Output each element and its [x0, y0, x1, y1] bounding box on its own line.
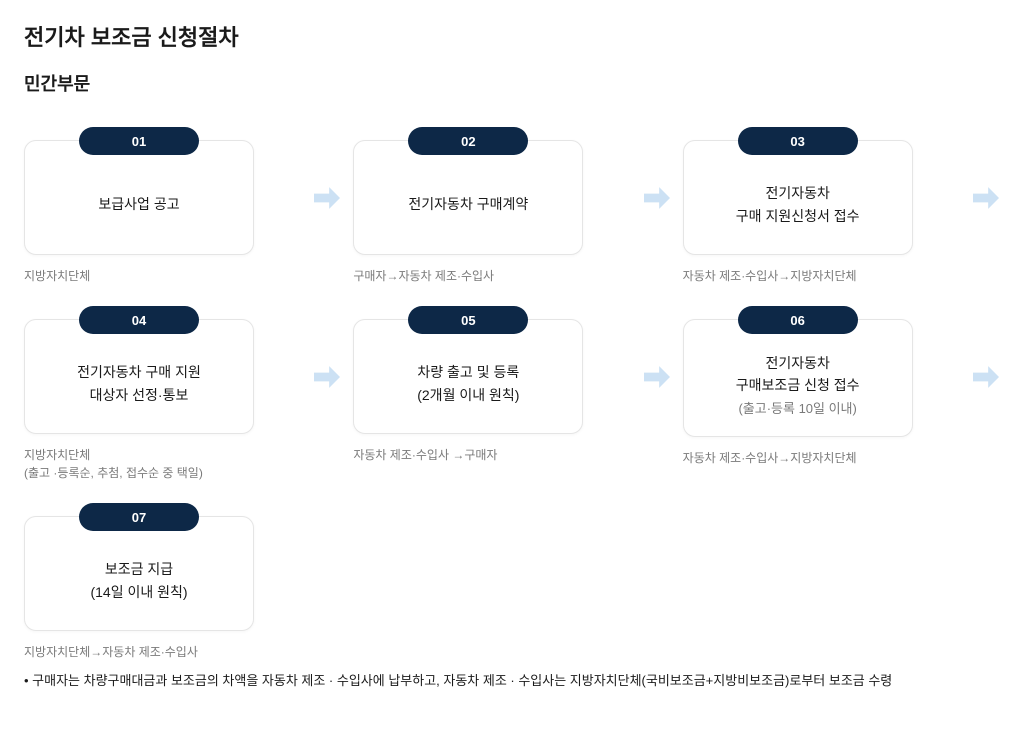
step-actor: 지방자치단체 [24, 267, 90, 285]
step-04: 04 전기자동차 구매 지원대상자 선정·통보 지방자치단체 (출고 ·등록순,… [24, 305, 301, 482]
step-card: 05 차량 출고 및 등록(2개월 이내 원칙) [353, 319, 583, 434]
step-text: 전기자동차 구매계약 [408, 193, 528, 215]
step-badge: 07 [79, 503, 199, 531]
step-02: 02 전기자동차 구매계약 구매자→자동차 제조·수입사 [353, 126, 630, 285]
arrow-right-icon [643, 140, 671, 255]
step-text: 보조금 지급(14일 이내 원칙) [90, 558, 187, 603]
step-card: 04 전기자동차 구매 지원대상자 선정·통보 [24, 319, 254, 434]
step-03: 03 전기자동차구매 지원신청서 접수 자동차 제조·수입사→지방자치단체 [683, 126, 960, 285]
step-badge: 06 [738, 306, 858, 334]
step-badge: 01 [79, 127, 199, 155]
step-actor: 자동차 제조·수입사→지방자치단체 [683, 267, 857, 285]
step-text: 보급사업 공고 [98, 193, 179, 215]
step-badge: 05 [408, 306, 528, 334]
step-badge: 03 [738, 127, 858, 155]
arrow-right-icon [313, 319, 341, 434]
step-card: 02 전기자동차 구매계약 [353, 140, 583, 255]
step-actor: 구매자→자동차 제조·수입사 [353, 267, 494, 285]
section-title: 민간부문 [24, 70, 1000, 96]
step-card: 01 보급사업 공고 [24, 140, 254, 255]
step-actor: 자동차 제조·수입사 →구매자 [353, 446, 497, 464]
step-text: 차량 출고 및 등록(2개월 이내 원칙) [417, 361, 519, 406]
steps-grid: 01 보급사업 공고 지방자치단체 02 전기자동차 구매계약 구매자→자동차 … [24, 126, 1000, 661]
step-text: 전기자동차구매보조금 신청 접수 [736, 352, 860, 397]
step-card: 07 보조금 지급(14일 이내 원칙) [24, 516, 254, 631]
step-badge: 04 [79, 306, 199, 334]
arrow-right-icon [972, 140, 1000, 255]
step-text: 전기자동차구매 지원신청서 접수 [736, 182, 860, 227]
footnote: 구매자는 차량구매대금과 보조금의 차액을 자동차 제조 · 수입사에 납부하고… [24, 671, 1000, 692]
step-card: 03 전기자동차구매 지원신청서 접수 [683, 140, 913, 255]
step-subtext: (출고·등록 10일 이내) [738, 399, 856, 419]
arrow-right-icon [313, 140, 341, 255]
arrow-right-icon [643, 319, 671, 434]
step-actor: 지방자치단체 (출고 ·등록순, 추첨, 접수순 중 택일) [24, 446, 203, 482]
step-text: 전기자동차 구매 지원대상자 선정·통보 [77, 361, 201, 406]
step-01: 01 보급사업 공고 지방자치단체 [24, 126, 301, 285]
step-actor: 지방자치단체→자동차 제조·수입사 [24, 643, 198, 661]
step-actor: 자동차 제조·수입사→지방자치단체 [683, 449, 857, 467]
step-05: 05 차량 출고 및 등록(2개월 이내 원칙) 자동차 제조·수입사 →구매자 [353, 305, 630, 464]
step-badge: 02 [408, 127, 528, 155]
step-card: 06 전기자동차구매보조금 신청 접수 (출고·등록 10일 이내) [683, 319, 913, 437]
step-07: 07 보조금 지급(14일 이내 원칙) 지방자치단체→자동차 제조·수입사 [24, 502, 301, 661]
page-title: 전기차 보조금 신청절차 [24, 20, 1000, 52]
step-06: 06 전기자동차구매보조금 신청 접수 (출고·등록 10일 이내) 자동차 제… [683, 305, 960, 467]
arrow-right-icon [972, 319, 1000, 434]
